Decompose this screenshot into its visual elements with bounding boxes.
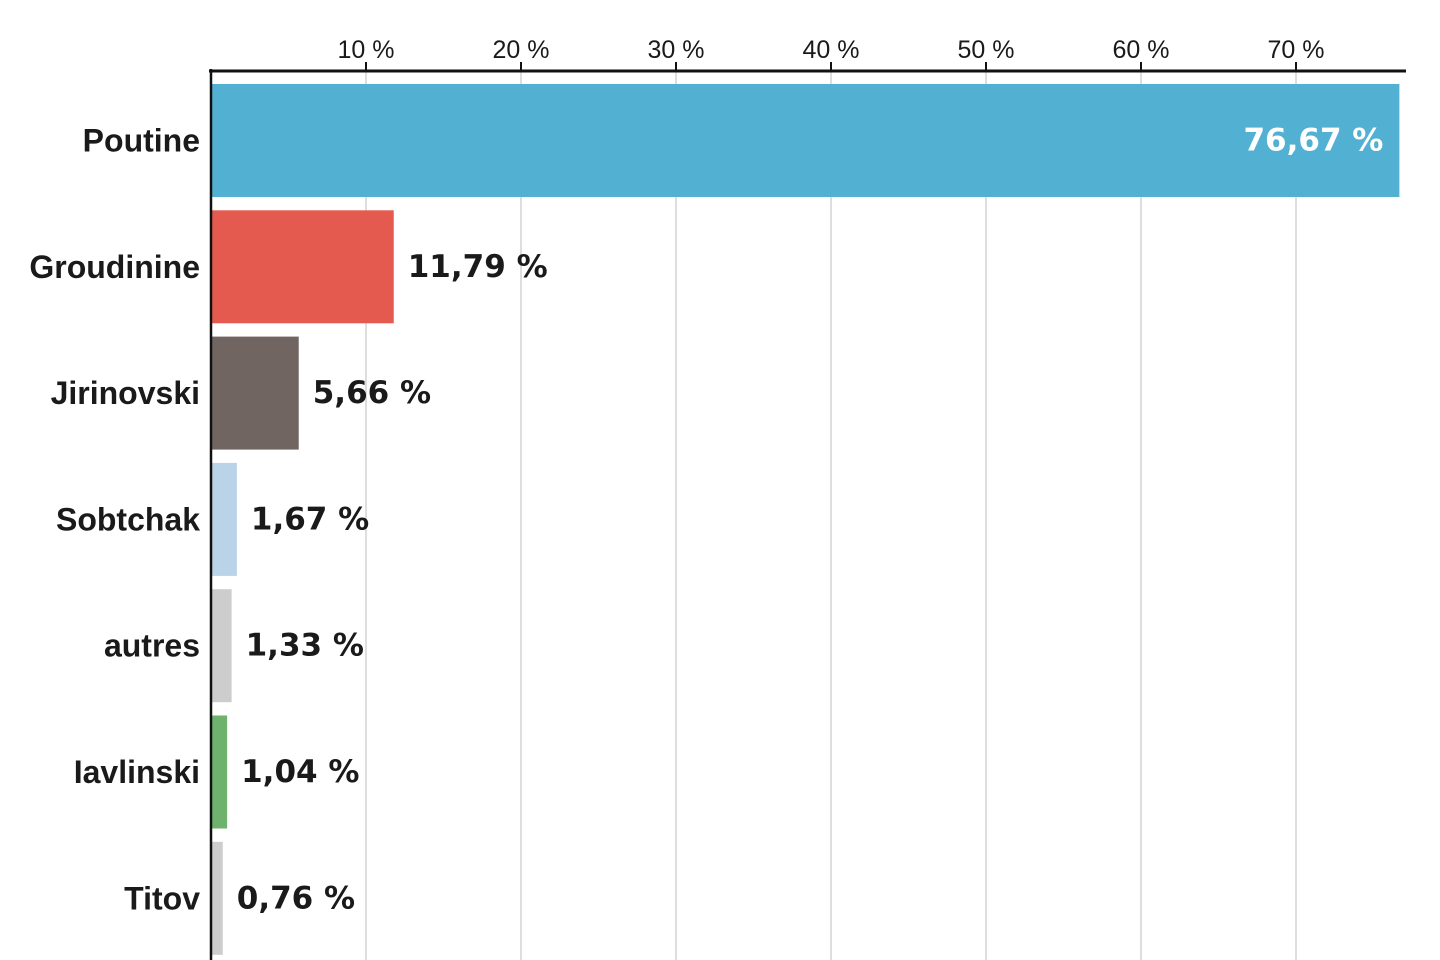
bars	[211, 84, 1400, 955]
gridlines	[365, 72, 1297, 960]
x-axis-ticks: 10 % 20 % 30 % 40 % 50 % 60 % 70 %	[338, 36, 1325, 71]
x-tick-label: 40 %	[803, 36, 860, 64]
category-labels: Poutine Groudinine Jirinovski Sobtchak autre…	[29, 123, 200, 917]
bar	[211, 841, 223, 955]
category-label: Sobtchak	[56, 501, 200, 537]
category-label: Groudinine	[29, 249, 200, 285]
value-label: 0,76 %	[237, 880, 355, 916]
value-label: 1,33 %	[246, 628, 364, 664]
category-label: autres	[104, 628, 200, 664]
value-label: 1,04 %	[241, 754, 359, 790]
category-label: Iavlinski	[74, 754, 200, 790]
value-labels: 76,67 % 11,79 % 5,66 % 1,67 % 1,33 % 1,04 % 0,…	[237, 123, 1384, 917]
bar	[211, 84, 1400, 197]
category-label: Titov	[124, 880, 200, 916]
category-label: Jirinovski	[51, 375, 200, 411]
value-label: 11,79 %	[408, 249, 548, 285]
x-tick-label: 10 %	[338, 36, 395, 64]
bar	[211, 210, 394, 324]
bar	[211, 715, 228, 829]
x-tick-label: 20 %	[493, 36, 550, 64]
x-tick-label: 60 %	[1113, 36, 1170, 64]
bar	[211, 336, 299, 450]
value-label: 76,67 %	[1243, 123, 1383, 159]
category-label: Poutine	[83, 123, 200, 159]
value-label: 5,66 %	[313, 375, 431, 411]
bar	[211, 589, 232, 703]
bar	[211, 462, 237, 576]
x-tick-label: 30 %	[648, 36, 705, 64]
value-label: 1,67 %	[251, 501, 369, 537]
x-tick-label: 50 %	[958, 36, 1015, 64]
x-tick-label: 70 %	[1268, 36, 1325, 64]
